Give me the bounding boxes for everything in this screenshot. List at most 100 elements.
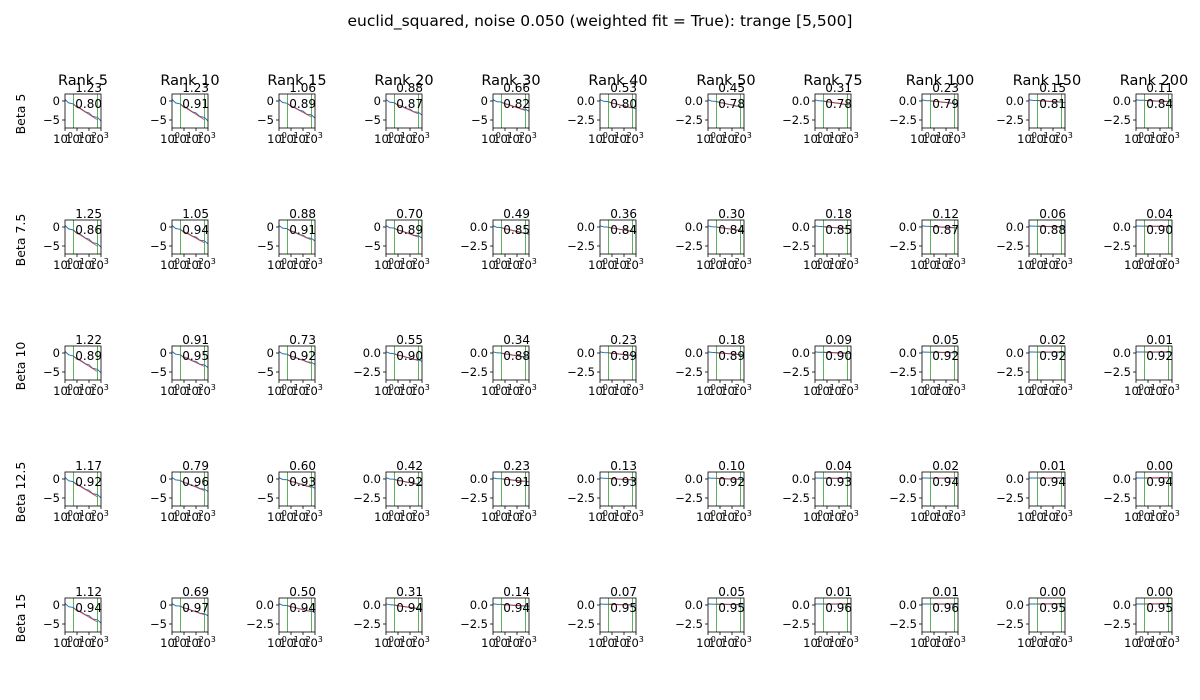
- x-tick-label: 100: [53, 383, 73, 398]
- x-tick-label: 101: [386, 509, 406, 524]
- x-tick-label: 102: [291, 635, 311, 650]
- slope-annotation: 0.04: [1146, 207, 1173, 221]
- x-tick-label: 102: [720, 509, 740, 524]
- fit-line: [823, 100, 848, 106]
- axes-frame: [171, 597, 209, 633]
- fit-line: [73, 481, 98, 498]
- axes-frame: [599, 471, 637, 507]
- x-tick-label: 103: [517, 131, 537, 146]
- fit-line: [287, 354, 312, 364]
- slope-annotation: 0.49: [503, 207, 530, 221]
- axes-frame: [278, 345, 316, 381]
- fit-line: [501, 227, 526, 235]
- r2-annotation: 0.92: [289, 349, 316, 363]
- slope-annotation: 0.88: [396, 81, 423, 95]
- x-tick-label: 100: [1124, 635, 1144, 650]
- slope-annotation: 0.04: [825, 459, 852, 473]
- x-tick-label: 102: [1148, 509, 1168, 524]
- x-tick-label: 102: [1041, 635, 1061, 650]
- y-tick-label: 0.0: [363, 598, 381, 612]
- x-tick-label: 102: [827, 257, 847, 272]
- slope-annotation: 0.45: [718, 81, 745, 95]
- x-tick-label: 103: [1160, 509, 1180, 524]
- x-tick-label: 101: [279, 383, 299, 398]
- y-tick-label: −2.5: [996, 617, 1024, 631]
- x-tick-label: 102: [934, 131, 954, 146]
- x-tick-label: 101: [922, 257, 942, 272]
- x-tick-label: 101: [65, 635, 85, 650]
- x-tick-label: 101: [493, 635, 513, 650]
- r2-annotation: 0.95: [610, 601, 637, 615]
- axes-frame: [814, 93, 852, 129]
- x-tick-label: 102: [827, 131, 847, 146]
- slope-annotation: 0.91: [182, 333, 209, 347]
- fit-line: [823, 351, 848, 354]
- r2-annotation: 0.92: [1039, 349, 1066, 363]
- x-tick-label: 101: [922, 131, 942, 146]
- x-tick-label: 102: [720, 383, 740, 398]
- fit-line: [501, 352, 526, 358]
- x-tick-label: 102: [398, 509, 418, 524]
- y-tick-label: 0.0: [685, 94, 703, 108]
- slope-annotation: 0.23: [610, 333, 637, 347]
- x-tick-label: 100: [374, 131, 394, 146]
- y-tick-label: 0.0: [1006, 346, 1024, 360]
- x-tick-label: 103: [624, 131, 644, 146]
- x-tick-label: 101: [600, 509, 620, 524]
- slope-annotation: 0.53: [610, 81, 637, 95]
- x-tick-label: 103: [89, 383, 109, 398]
- r2-annotation: 0.84: [718, 223, 745, 237]
- x-tick-label: 100: [53, 635, 73, 650]
- y-tick-label: 0.0: [899, 598, 917, 612]
- x-tick-label: 101: [600, 635, 620, 650]
- x-tick-label: 102: [612, 131, 632, 146]
- x-tick-label: 100: [1017, 383, 1037, 398]
- x-tick-label: 102: [934, 509, 954, 524]
- y-tick-label: 0: [267, 220, 274, 234]
- y-tick-label: 0.0: [792, 94, 810, 108]
- r2-annotation: 0.86: [75, 223, 102, 237]
- x-tick-label: 103: [517, 509, 537, 524]
- x-tick-label: 100: [588, 635, 608, 650]
- y-tick-label: −2.5: [460, 239, 488, 253]
- x-tick-label: 101: [493, 131, 513, 146]
- x-tick-label: 102: [612, 383, 632, 398]
- x-tick-label: 101: [1136, 635, 1156, 650]
- axes-frame: [64, 93, 102, 129]
- x-tick-label: 103: [839, 509, 859, 524]
- axes-frame: [171, 93, 209, 129]
- axes-frame: [278, 471, 316, 507]
- x-tick-label: 100: [267, 131, 287, 146]
- x-tick-label: 102: [77, 509, 97, 524]
- rank-column-title: Rank 10: [160, 73, 219, 89]
- fit-line: [930, 100, 955, 104]
- y-tick-label: 0.0: [470, 346, 488, 360]
- fit-line: [716, 352, 741, 355]
- y-tick-label: 0.0: [792, 346, 810, 360]
- slope-annotation: 0.06: [1039, 207, 1066, 221]
- y-tick-label: −2.5: [567, 113, 595, 127]
- y-tick-label: −2.5: [889, 113, 917, 127]
- slope-annotation: 0.00: [1146, 585, 1173, 599]
- slope-annotation: 0.01: [1039, 459, 1066, 473]
- slope-annotation: 1.22: [75, 333, 102, 347]
- slope-annotation: 0.30: [718, 207, 745, 221]
- y-tick-label: −2.5: [460, 365, 488, 379]
- x-tick-label: 102: [934, 257, 954, 272]
- x-tick-label: 101: [65, 383, 85, 398]
- x-tick-label: 101: [922, 509, 942, 524]
- x-tick-label: 101: [65, 509, 85, 524]
- axes-frame: [385, 93, 423, 129]
- x-tick-label: 100: [910, 257, 930, 272]
- x-tick-label: 100: [1017, 257, 1037, 272]
- fit-line: [930, 225, 955, 228]
- r2-annotation: 0.94: [396, 601, 423, 615]
- y-tick-label: −2.5: [675, 617, 703, 631]
- x-tick-label: 100: [160, 635, 180, 650]
- y-tick-label: 0: [160, 598, 167, 612]
